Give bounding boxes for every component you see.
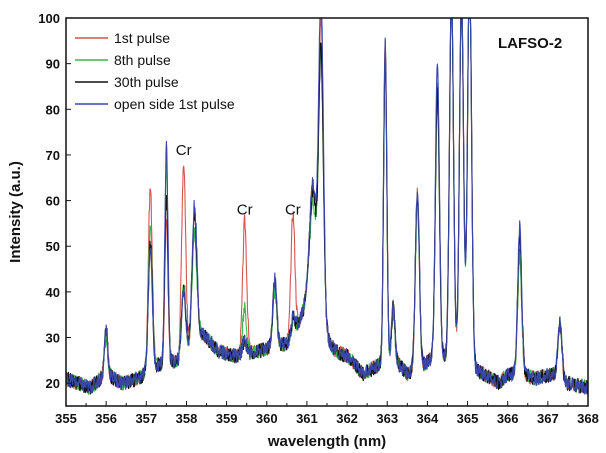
x-tick-label: 359 — [216, 411, 238, 426]
annotations: Cr Cr Cr — [176, 142, 301, 218]
annotation-label: Cr — [176, 142, 192, 159]
series-line — [66, 18, 588, 395]
x-axis-title: wavelength (nm) — [267, 433, 386, 450]
x-tick-label: 367 — [537, 411, 559, 426]
x-tick-label: 363 — [376, 411, 398, 426]
legend-label: open side 1st pulse — [114, 96, 235, 112]
y-tick-label: 50 — [46, 239, 60, 254]
y-axis-title: Intensity (a.u.) — [7, 161, 24, 263]
y-tick-label: 30 — [46, 331, 60, 346]
sample-label: LAFSO-2 — [498, 35, 562, 52]
x-axis: 355 356 357 358 359 360 361 362 363 364 365 366 367 3… — [55, 401, 599, 426]
y-tick-label: 90 — [46, 57, 60, 72]
series-layer — [66, 18, 588, 395]
y-tick-label: 60 — [46, 194, 60, 209]
x-tick-label: 355 — [55, 411, 77, 426]
x-tick-label: 364 — [417, 411, 439, 426]
x-tick-label: 358 — [176, 411, 198, 426]
x-tick-label: 365 — [457, 411, 479, 426]
y-tick-label: 70 — [46, 148, 60, 163]
legend: 1st pulse 8th pulse 30th pulse open side 1s… — [75, 30, 235, 112]
y-tick-label: 40 — [46, 285, 60, 300]
x-tick-label: 366 — [497, 411, 519, 426]
x-tick-label: 357 — [135, 411, 157, 426]
legend-label: 8th pulse — [114, 52, 171, 68]
x-tick-label: 360 — [256, 411, 278, 426]
y-tick-label: 20 — [46, 376, 60, 391]
x-tick-label: 362 — [336, 411, 358, 426]
x-tick-label: 361 — [296, 411, 318, 426]
x-tick-label: 356 — [95, 411, 117, 426]
y-tick-label: 80 — [46, 102, 60, 117]
y-tick-label: 100 — [38, 11, 60, 26]
annotation-label: Cr — [237, 201, 253, 218]
legend-label: 30th pulse — [114, 74, 179, 90]
x-tick-label: 368 — [577, 411, 599, 426]
y-axis: 20 30 40 50 60 70 80 90 100 — [38, 11, 71, 391]
annotation-label: Cr — [285, 201, 301, 218]
legend-label: 1st pulse — [114, 30, 170, 46]
